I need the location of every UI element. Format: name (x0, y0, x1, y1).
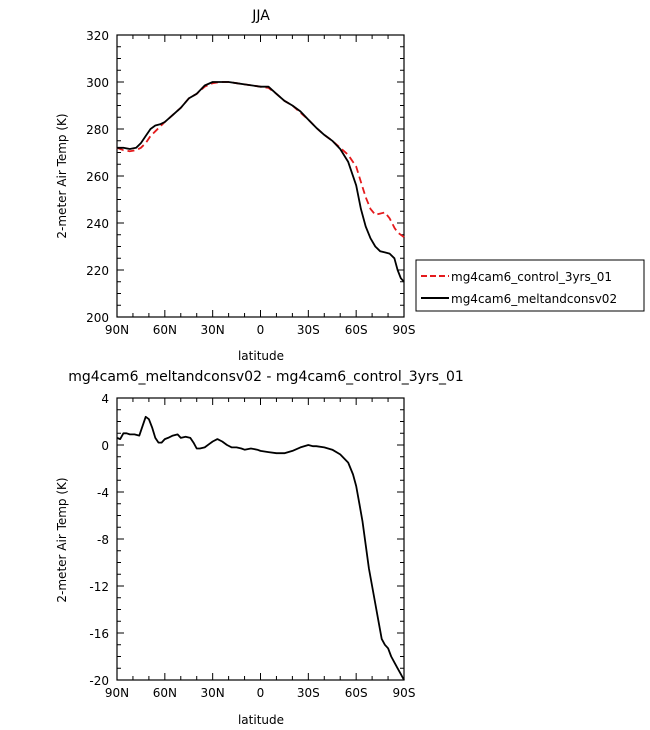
bottom-y-tick-label: -8 (97, 533, 109, 547)
top-chart-xlabel: latitude (238, 349, 284, 363)
bottom-x-tick-label: 30S (297, 686, 320, 700)
bottom-y-tick-label: -4 (97, 486, 109, 500)
top-x-tick-label: 90N (105, 323, 129, 337)
bottom-x-tick-label: 60N (153, 686, 177, 700)
top-x-tick-label: 60S (345, 323, 368, 337)
top-y-tick-label: 260 (86, 170, 109, 184)
bottom-x-tick-label: 0 (257, 686, 265, 700)
top-chart: JJA 90N 60N 30N 0 30S 60S 90S 200 220 240 260 280 30… (55, 8, 645, 363)
legend-label-control: mg4cam6_control_3yrs_01 (451, 270, 612, 284)
top-y-tick-label: 240 (86, 217, 109, 231)
top-plot-frame (116, 34, 405, 318)
top-y-tick-label: 320 (86, 29, 109, 43)
top-series-line-0 (116, 81, 405, 238)
bottom-y-tick-label: -16 (89, 627, 109, 641)
bottom-y-tick-label: 4 (101, 392, 109, 406)
bottom-plot-frame (116, 397, 405, 681)
top-x-tick-label: 60N (153, 323, 177, 337)
bottom-chart-xlabel: latitude (238, 713, 284, 727)
legend-label-meltandconsv: mg4cam6_meltandconsv02 (451, 292, 617, 306)
bottom-x-tick-label: 90N (105, 686, 129, 700)
top-y-tick-label: 220 (86, 264, 109, 278)
top-y-tick-label: 300 (86, 76, 109, 90)
bottom-series-line-0 (116, 415, 405, 681)
top-x-tick-label: 90S (393, 323, 416, 337)
bottom-y-tick-label: -20 (89, 674, 109, 688)
bottom-y-tick-label: 0 (101, 439, 109, 453)
bottom-chart-ylabel: 2-meter Air Temp (K) (55, 477, 69, 602)
top-y-tick-label: 280 (86, 123, 109, 137)
top-x-tick-label: 0 (257, 323, 265, 337)
top-x-tick-label: 30N (201, 323, 225, 337)
top-x-tick-label: 30S (297, 323, 320, 337)
bottom-y-tick-label: -12 (89, 580, 109, 594)
bottom-chart-title: mg4cam6_meltandconsv02 - mg4cam6_control… (68, 369, 464, 385)
bottom-chart: mg4cam6_meltandconsv02 - mg4cam6_control… (55, 369, 464, 727)
bottom-x-tick-label: 60S (345, 686, 368, 700)
top-series-line-1 (117, 81, 405, 283)
top-y-tick-label: 200 (86, 311, 109, 325)
top-chart-ylabel: 2-meter Air Temp (K) (55, 113, 69, 238)
legend-box (415, 259, 645, 312)
top-chart-title: JJA (251, 8, 270, 24)
bottom-x-tick-label: 30N (201, 686, 225, 700)
legend: mg4cam6_control_3yrs_01 mg4cam6_meltandc… (415, 259, 645, 312)
bottom-x-tick-label: 90S (393, 686, 416, 700)
